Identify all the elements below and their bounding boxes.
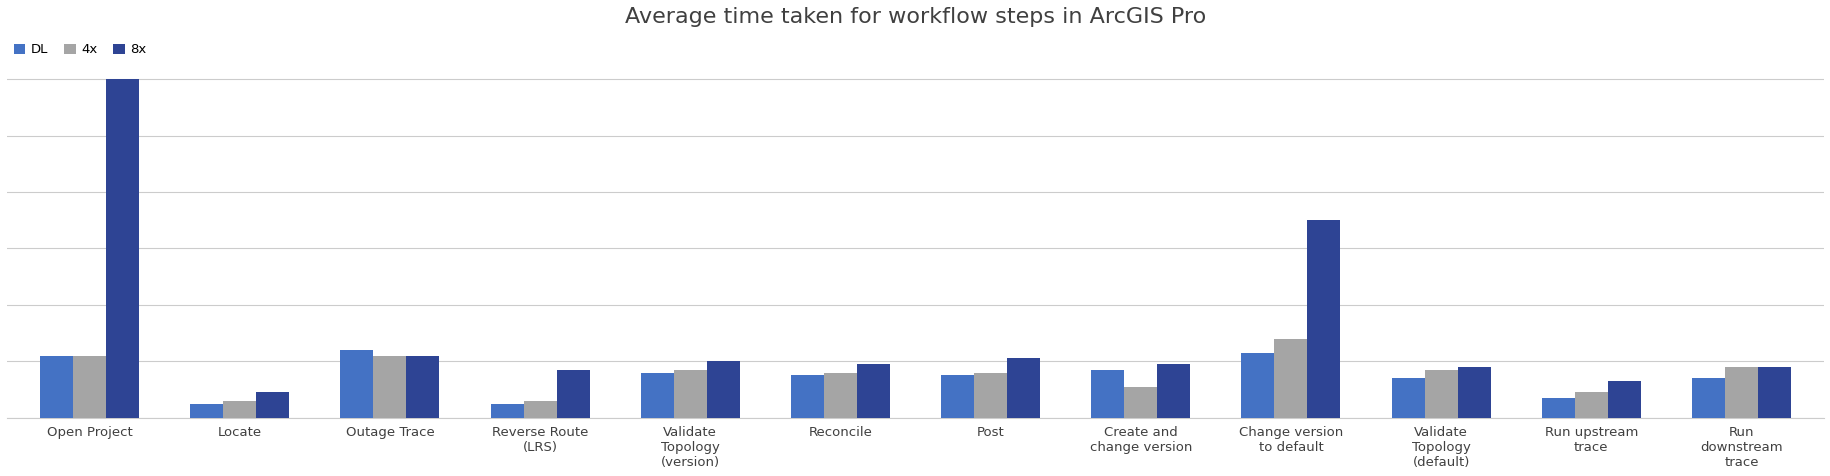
Bar [223,401,256,418]
Bar [640,373,673,418]
Bar [1757,367,1790,418]
Bar [824,373,856,418]
Bar [106,79,139,418]
Bar [40,356,73,418]
Bar [1157,364,1190,418]
Bar [340,350,373,418]
Bar [974,373,1007,418]
Bar [856,364,889,418]
Bar [556,370,589,418]
Bar [791,376,824,418]
Bar [490,404,523,418]
Bar [373,356,406,418]
Title: Average time taken for workflow steps in ArcGIS Pro: Average time taken for workflow steps in… [624,7,1206,27]
Bar [1391,378,1424,418]
Bar [1124,387,1157,418]
Bar [1691,378,1724,418]
Bar [1574,392,1607,418]
Bar [1307,220,1340,418]
Bar [523,401,556,418]
Bar [1457,367,1490,418]
Bar [406,356,439,418]
Bar [1274,339,1307,418]
Bar [1607,381,1640,418]
Bar [1241,353,1274,418]
Bar [1007,358,1039,418]
Bar [706,361,739,418]
Bar [190,404,223,418]
Bar [1091,370,1124,418]
Bar [1541,398,1574,418]
Bar [673,370,706,418]
Bar [73,356,106,418]
Bar [1724,367,1757,418]
Legend: DL, 4x, 8x: DL, 4x, 8x [13,43,146,57]
Bar [1424,370,1457,418]
Bar [256,392,289,418]
Bar [941,376,974,418]
